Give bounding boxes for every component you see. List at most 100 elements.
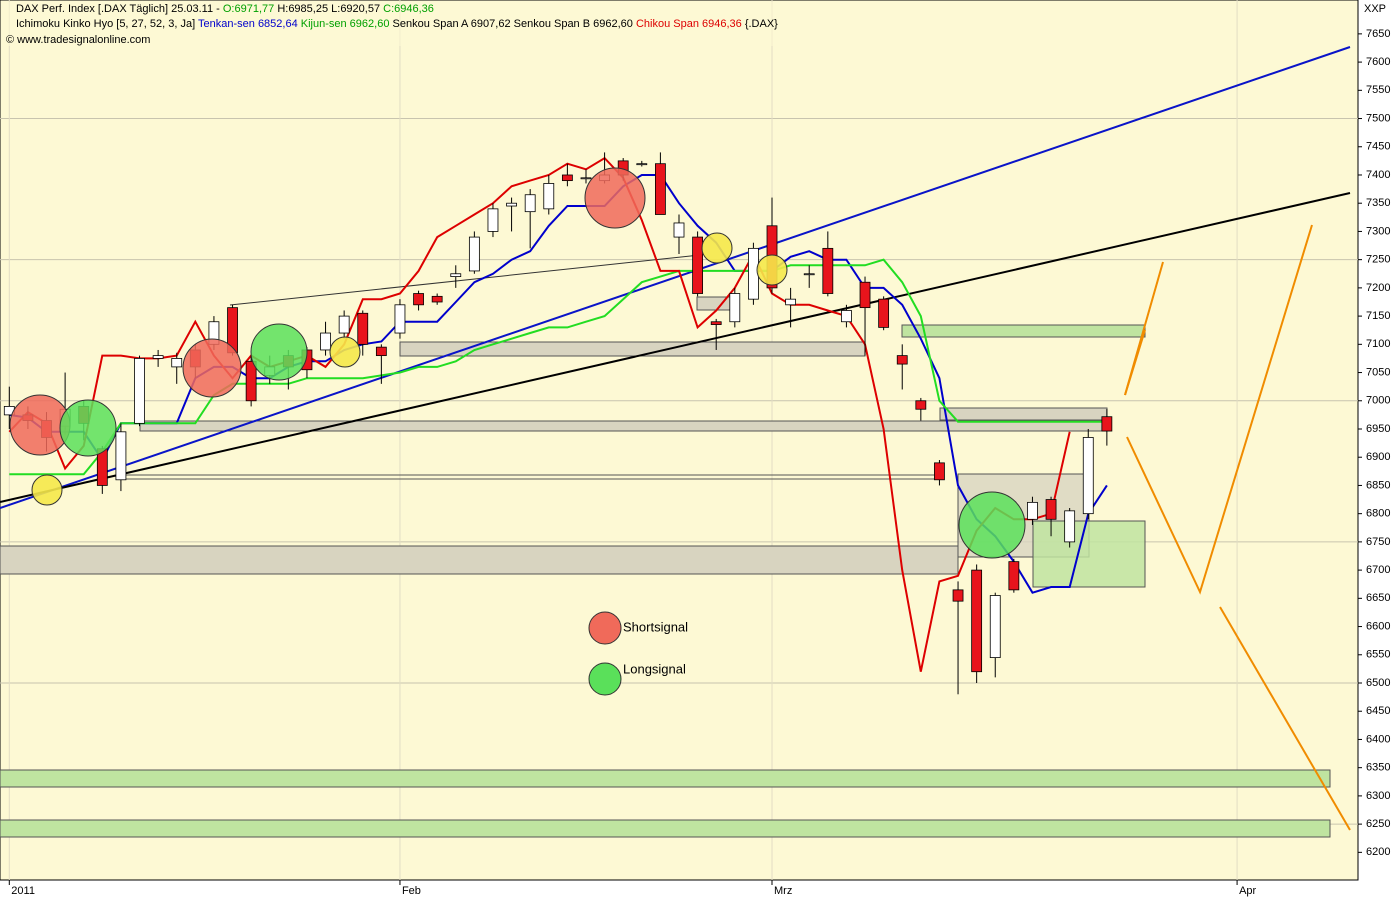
y-tick-label: 6450 <box>1366 705 1390 717</box>
candle-body <box>171 358 183 368</box>
y-tick-label: 7100 <box>1366 338 1390 350</box>
legend-entry: Tenkan-sen 6852,64 <box>198 18 298 30</box>
candle-body <box>859 281 871 309</box>
short-signal <box>182 338 242 398</box>
candle-body <box>1082 437 1094 515</box>
candle-body <box>673 222 685 238</box>
trend-line <box>229 254 701 306</box>
y-tick-label: 7450 <box>1366 141 1390 153</box>
trend-line <box>0 46 1351 509</box>
candle-body <box>357 312 369 345</box>
zone <box>696 296 736 311</box>
legend-entry: Kijun-sen 6962,60 <box>301 18 390 30</box>
y-tick-label: 7500 <box>1366 112 1390 124</box>
candle-body <box>413 293 424 306</box>
y-tick-label: 6850 <box>1366 479 1390 491</box>
short-signal <box>584 167 646 229</box>
zone <box>0 769 1331 788</box>
candle-body <box>115 431 127 481</box>
zones <box>0 296 1331 838</box>
plot-area <box>0 0 1359 881</box>
neutral-signal <box>701 232 733 264</box>
candle-body <box>989 595 1001 659</box>
candle-body <box>971 569 983 673</box>
zone <box>0 545 959 575</box>
long-signal <box>59 399 117 457</box>
indicator-line <box>9 258 1107 476</box>
candle-body <box>710 321 722 325</box>
title: DAX Perf. Index [.DAX Täglich] 25.03.11 … <box>16 3 220 15</box>
trend-line <box>0 192 1351 503</box>
trend-lines <box>0 46 1351 831</box>
candle-body <box>506 202 517 207</box>
candle-body <box>338 315 350 334</box>
y-tick-label: 7050 <box>1366 366 1390 378</box>
candle-body <box>1064 510 1076 543</box>
y-tick-label: 7350 <box>1366 197 1390 209</box>
source: © www.tradesignalonline.com <box>6 34 150 46</box>
y-tick-label: 6600 <box>1366 620 1390 632</box>
indicator-line: Ichimoku Kinko Hyo [5, 27, 52, 3, Ja] Te… <box>16 18 778 30</box>
y-tick-label: 7400 <box>1366 169 1390 181</box>
zone <box>1032 520 1146 588</box>
x-tick-label: Mrz <box>774 885 792 897</box>
neutral-signal <box>329 336 361 368</box>
candle-body <box>692 236 704 294</box>
x-tick-label: Feb <box>402 885 421 897</box>
candle-body <box>375 346 387 357</box>
candle-body <box>1008 561 1020 591</box>
zone <box>901 324 1146 338</box>
candle-body <box>785 298 797 306</box>
legend-long-icon <box>588 662 622 696</box>
y-tick-label: 6550 <box>1366 649 1390 661</box>
y-tick-label: 6950 <box>1366 423 1390 435</box>
candle-body <box>822 247 834 294</box>
candle-body <box>952 589 964 602</box>
indicator-line <box>8 156 1071 672</box>
candle-body <box>841 310 852 323</box>
y-tick-label: 7600 <box>1366 56 1390 68</box>
candle-body <box>450 273 462 277</box>
candle-body <box>320 332 331 351</box>
candle-body <box>580 177 592 180</box>
y-tick-label: 7650 <box>1366 28 1390 40</box>
candle-body <box>152 355 164 359</box>
ohlc-label: L:6920,57 <box>331 3 380 15</box>
long-signal <box>958 491 1026 559</box>
neutral-signal <box>31 474 63 506</box>
candle-body <box>134 358 145 424</box>
y-tick-label: 6400 <box>1366 733 1390 745</box>
candle-body <box>468 236 480 272</box>
candle-body <box>878 298 890 328</box>
candle-body <box>487 208 499 232</box>
projection-line <box>1126 224 1313 595</box>
candle-body <box>915 400 927 410</box>
y-tick-label: 6900 <box>1366 451 1390 463</box>
candle-body <box>245 360 257 402</box>
corner-label: XXP <box>1364 3 1386 15</box>
y-tick-label: 6500 <box>1366 677 1390 689</box>
candle-body <box>1101 416 1113 432</box>
candle-body <box>431 295 443 303</box>
candle-body <box>1045 499 1057 520</box>
legend-entry: Chikou Span 6946,36 <box>636 18 742 30</box>
y-tick-label: 7200 <box>1366 282 1390 294</box>
ohlc-label: O:6971,77 <box>223 3 274 15</box>
candle-body <box>803 273 815 276</box>
projection-line <box>1219 606 1351 831</box>
signals <box>9 167 1026 696</box>
candle-body <box>543 183 555 210</box>
y-tick-label: 6750 <box>1366 536 1390 548</box>
ohlc-label: H:6985,25 <box>277 3 328 15</box>
marks <box>3 152 1113 695</box>
long-signal <box>250 323 308 381</box>
legend-label: Shortsignal <box>623 619 688 634</box>
y-tick-label: 7550 <box>1366 84 1390 96</box>
header-bg <box>2 2 782 46</box>
zone <box>0 819 1331 838</box>
header-line: DAX Perf. Index [.DAX Täglich] 25.03.11 … <box>16 3 434 15</box>
x-tick-label: 2011 <box>11 885 35 897</box>
candle-body <box>896 355 908 365</box>
symbol: {.DAX} <box>745 18 778 30</box>
legend-label: Longsignal <box>623 661 686 676</box>
